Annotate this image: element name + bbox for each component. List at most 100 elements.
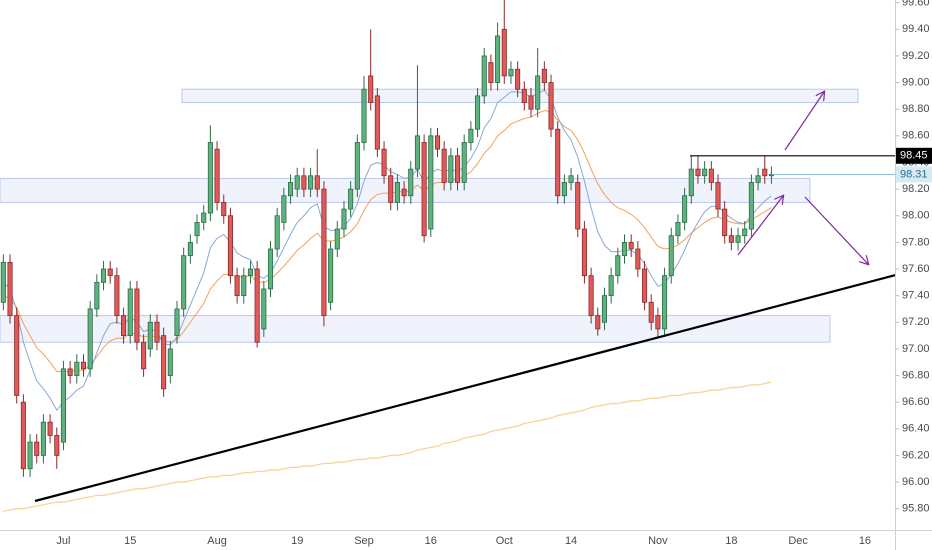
ma-line — [3, 381, 772, 512]
candle-body — [394, 182, 400, 203]
candle-body — [628, 241, 634, 250]
x-tick-label: 14 — [565, 535, 577, 547]
candle-body — [515, 68, 521, 90]
y-tick-label: 99.60 — [902, 0, 930, 9]
y-tick-label: 97.40 — [902, 290, 930, 302]
candle-body — [668, 235, 674, 277]
x-tick-label: Dec — [788, 535, 808, 547]
candle-body — [34, 441, 40, 456]
candle-body — [695, 168, 701, 177]
candle-body — [368, 75, 374, 103]
candle-body — [555, 128, 561, 197]
candle-body — [662, 275, 668, 330]
candle-body — [254, 268, 260, 343]
candle-body — [134, 288, 140, 343]
candle-body — [114, 275, 120, 317]
candle-body — [621, 241, 628, 257]
arrow — [737, 196, 783, 256]
candle-body — [314, 175, 320, 190]
candle-body — [381, 148, 387, 177]
candle-body — [735, 235, 741, 243]
candle-body — [575, 182, 581, 230]
arrow — [804, 196, 868, 264]
last-price-box — [896, 166, 932, 183]
candle-body — [421, 142, 427, 237]
candle-body — [40, 421, 46, 456]
candle-body — [308, 175, 314, 190]
candle-body — [354, 142, 360, 190]
candle-body — [221, 202, 227, 217]
candle-body — [167, 348, 173, 376]
candle-body — [675, 221, 681, 237]
candle-body — [207, 142, 213, 214]
candle-body — [274, 215, 280, 250]
candle-body — [682, 195, 688, 223]
x-tick-label: 18 — [725, 535, 737, 547]
candle-body — [147, 321, 153, 350]
candle-body — [54, 435, 60, 456]
candle-body — [194, 221, 200, 237]
candle-body — [154, 321, 160, 343]
candle-body — [595, 315, 601, 330]
candle-body — [27, 441, 33, 470]
candle-body — [187, 241, 193, 257]
candle-body — [755, 175, 761, 183]
candle-body — [702, 168, 708, 177]
candle-body — [548, 82, 554, 130]
y-tick-label: 96.40 — [902, 423, 930, 435]
candle-body — [294, 175, 300, 190]
candle-body — [348, 188, 354, 210]
drawings — [34, 92, 895, 503]
candle-body — [161, 335, 167, 390]
y-tick-label: 96.80 — [902, 369, 930, 381]
candle-body — [468, 128, 474, 143]
candle-body — [461, 142, 467, 183]
plot-area — [0, 0, 895, 512]
candle-body — [74, 361, 80, 376]
candle-body — [241, 275, 247, 297]
x-tick-label: Sep — [354, 535, 374, 547]
x-tick-label: 16 — [859, 535, 871, 547]
y-tick-label: 99.20 — [902, 50, 930, 62]
candle-body — [521, 88, 527, 103]
y-tick-label: 96.60 — [902, 396, 930, 408]
candle-body — [14, 315, 20, 396]
candle-body — [401, 188, 407, 197]
candle-body — [214, 148, 220, 203]
candle-body — [201, 212, 207, 223]
y-tick-label: 95.80 — [902, 503, 930, 515]
candle-body — [107, 268, 113, 277]
candle-body — [454, 155, 461, 183]
candle-body — [508, 68, 514, 77]
candle-body — [227, 215, 233, 277]
candle-body — [655, 315, 661, 330]
last-price-label: 98.31 — [900, 168, 928, 180]
price-lines — [690, 155, 895, 175]
candle-body — [321, 188, 327, 317]
candle-body — [428, 135, 434, 230]
level-label: 98.45 — [900, 150, 928, 162]
trend-line — [34, 274, 895, 503]
axes: 95.80 96.00 96.20 96.40 96.60 96.80 97.00 97.20… — [56, 0, 932, 547]
candles — [0, 0, 774, 477]
candle-body — [441, 148, 447, 183]
candle-body — [408, 168, 414, 197]
candle-body — [535, 75, 541, 110]
candle-body — [615, 255, 621, 277]
y-tick-label: 99.00 — [902, 76, 930, 88]
y-tick-label: 98.00 — [902, 210, 930, 222]
candle-body — [267, 248, 274, 290]
y-tick-label: 98.60 — [902, 130, 930, 142]
y-tick-label: 96.20 — [902, 449, 930, 461]
x-tick-label: 16 — [425, 535, 437, 547]
x-tick-label: Jul — [56, 535, 70, 547]
candle-body — [722, 208, 728, 237]
candle-body — [528, 95, 534, 110]
candle-body — [121, 315, 127, 336]
y-tick-label: 97.60 — [902, 263, 930, 275]
candle-body — [762, 168, 768, 177]
candle-body — [601, 295, 607, 323]
candle-body — [0, 261, 6, 303]
